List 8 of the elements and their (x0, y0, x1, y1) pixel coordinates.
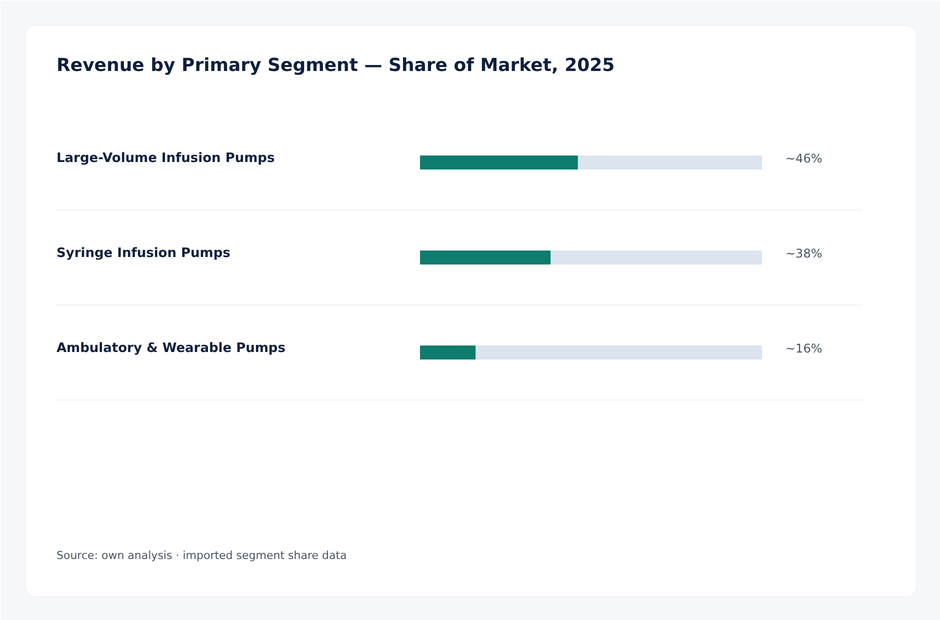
data-label: ~16% (786, 342, 822, 356)
data-label: ~46% (786, 152, 822, 166)
y-tick-label: Syringe Infusion Pumps (56, 246, 231, 261)
y-tick-label: Ambulatory & Wearable Pumps (56, 341, 286, 356)
source-note: Source: own analysis · imported segment share data (56, 549, 347, 562)
data-label: ~38% (786, 246, 822, 260)
chart-title: Revenue by Primary Segment — Share of Market, 2025 (56, 55, 615, 76)
y-tick-label: Large-Volume Infusion Pumps (56, 151, 275, 166)
